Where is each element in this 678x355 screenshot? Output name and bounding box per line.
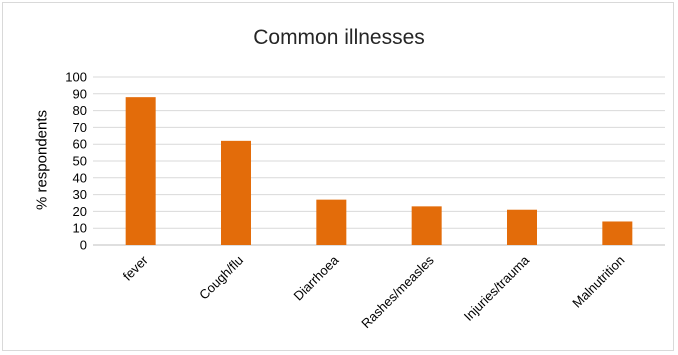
- y-tick-label: 70: [73, 120, 87, 135]
- y-tick-label: 10: [73, 221, 87, 236]
- y-tick-label: 100: [65, 70, 87, 85]
- gridlines: [93, 76, 665, 246]
- x-tick-label: Cough/flu: [196, 253, 246, 303]
- x-tick-labels: fever Cough/flu Diarrhoea Rashes/measles Inj…: [120, 252, 628, 331]
- chart-title: Common illnesses: [253, 26, 425, 49]
- bar: [125, 97, 156, 245]
- bar: [507, 209, 537, 245]
- bar: [221, 140, 251, 245]
- y-tick-label: 60: [73, 137, 87, 152]
- x-tick-label: Rashes/measles: [358, 252, 437, 331]
- x-tick-label: Injuries/trauma: [461, 252, 533, 324]
- y-tick-label: 30: [73, 187, 87, 202]
- y-tick-label: 50: [73, 154, 87, 169]
- bar: [602, 221, 633, 245]
- y-tick-label: 90: [73, 86, 87, 101]
- y-tick-label: 40: [73, 170, 87, 185]
- bar: [411, 206, 442, 245]
- bars: [125, 97, 633, 245]
- bar: [316, 199, 347, 245]
- y-tick-label: 0: [80, 238, 87, 253]
- y-tick-label: 80: [73, 103, 87, 118]
- x-tick-label: fever: [120, 252, 152, 284]
- x-tick-label: Malnutrition: [569, 253, 627, 311]
- chart-frame: [2, 2, 674, 351]
- x-tick-label: Diarrhoea: [290, 252, 342, 304]
- y-tick-label: 20: [73, 204, 87, 219]
